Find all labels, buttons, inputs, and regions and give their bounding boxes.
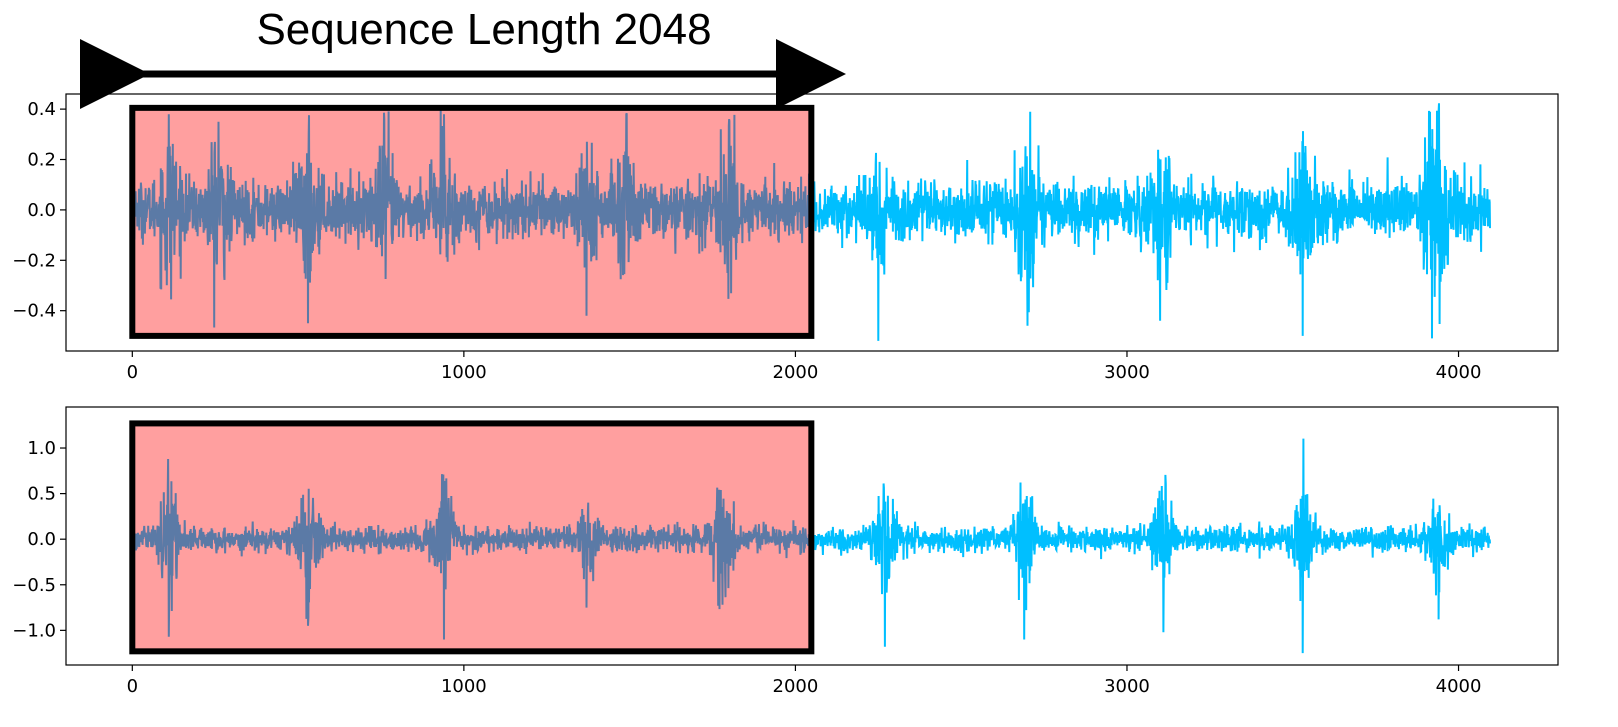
signal-series-future: [810, 103, 1491, 341]
axes-frame: [65, 406, 1559, 666]
x-tick-label: 2000: [773, 362, 819, 383]
y-tick-label: −1.0: [12, 620, 56, 641]
x-tick-label: 0: [127, 676, 138, 697]
x-tick-label: 4000: [1436, 362, 1482, 383]
x-tick-label: 1000: [441, 362, 487, 383]
x-tick-label: 2000: [773, 676, 819, 697]
bottom-signal-plot: 0 1000 2000 3000 4000 −1.0 −0.5 0.0 0.5 1.0: [12, 406, 1559, 697]
y-tick-label: 0.0: [27, 529, 56, 550]
signal-series-window: [131, 108, 813, 328]
y-tick-label: 0.2: [27, 150, 56, 171]
x-tick-label: 1000: [441, 676, 487, 697]
x-tick-label: 3000: [1104, 362, 1150, 383]
x-tick-label: 3000: [1104, 676, 1150, 697]
x-tick-label: 4000: [1436, 676, 1482, 697]
y-tick-label: −0.5: [12, 575, 56, 596]
axes-frame: [65, 93, 1559, 352]
x-tick-label: 0: [127, 362, 138, 383]
signal-series-window: [131, 458, 813, 640]
signal-series-future: [810, 438, 1491, 654]
y-tick-label: 0.5: [27, 484, 56, 505]
figure-title: Sequence Length 2048: [256, 5, 711, 54]
y-tick-label: 0.4: [27, 99, 56, 120]
top-signal-plot: 0 1000 2000 3000 4000 −0.4 −0.2 0.0 0.2 0.4: [12, 93, 1559, 383]
input-window-border: [129, 104, 815, 339]
y-tick-label: 1.0: [27, 438, 56, 459]
y-tick-label: −0.4: [12, 301, 56, 322]
y-tick-label: 0.0: [27, 200, 56, 221]
y-tick-label: −0.2: [12, 250, 56, 271]
input-window-border: [129, 420, 815, 655]
